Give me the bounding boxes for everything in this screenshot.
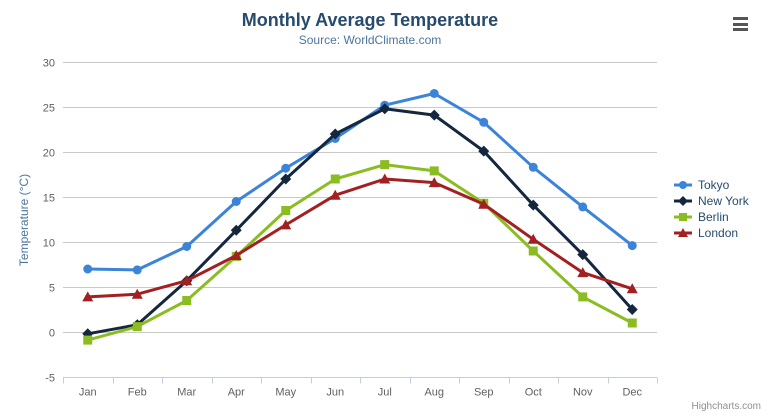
data-point[interactable] — [281, 206, 291, 215]
series-tokyo — [83, 89, 637, 275]
x-axis-label: Jan — [79, 387, 97, 399]
data-point[interactable] — [230, 250, 242, 260]
data-point[interactable] — [182, 296, 192, 305]
data-point[interactable] — [132, 322, 142, 332]
x-axis-label: Feb — [128, 387, 147, 399]
data-point[interactable] — [379, 173, 391, 184]
svg-text:0: 0 — [49, 328, 55, 340]
svg-text:10: 10 — [43, 238, 55, 250]
data-point[interactable] — [83, 335, 93, 345]
svg-text:20: 20 — [43, 148, 55, 160]
x-axis-label: Apr — [228, 387, 245, 399]
svg-text:-5: -5 — [45, 373, 55, 385]
x-axis-label: Nov — [573, 387, 593, 399]
data-point[interactable] — [428, 177, 440, 188]
square-marker-icon — [674, 213, 692, 221]
svg-text:15: 15 — [43, 193, 55, 205]
data-point[interactable] — [380, 160, 390, 170]
data-point[interactable] — [577, 267, 589, 278]
x-axis-label: Jul — [378, 387, 392, 399]
data-point[interactable] — [627, 241, 637, 251]
svg-text:30: 30 — [43, 58, 55, 70]
data-point[interactable] — [528, 246, 538, 256]
series-london — [82, 173, 638, 302]
data-point[interactable] — [429, 166, 439, 176]
series-berlin — [83, 160, 637, 345]
y-axis-labels: -5 0 5 10 15 20 25 30 — [43, 58, 55, 385]
legend-item-london[interactable]: London — [673, 225, 749, 241]
data-point[interactable] — [478, 198, 490, 209]
data-point[interactable] — [131, 288, 143, 299]
data-point[interactable] — [230, 224, 242, 236]
data-point[interactable] — [626, 283, 638, 294]
data-point[interactable] — [281, 163, 291, 173]
data-point[interactable] — [329, 189, 341, 200]
data-point[interactable] — [329, 128, 341, 140]
x-axis-label: Mar — [177, 387, 196, 399]
data-point[interactable] — [182, 242, 192, 251]
data-point[interactable] — [280, 173, 292, 185]
series-line — [86, 107, 634, 336]
data-point[interactable] — [82, 291, 94, 302]
y-axis-title: Temperature (°C) — [17, 173, 31, 267]
legend-label: New York — [698, 194, 749, 208]
legend-item-new-york[interactable]: New York — [673, 193, 749, 209]
data-point[interactable] — [132, 265, 142, 275]
data-point[interactable] — [527, 199, 539, 211]
data-point[interactable] — [627, 318, 637, 328]
data-point[interactable] — [578, 292, 588, 302]
data-point[interactable] — [626, 304, 638, 315]
triangle-marker-icon — [674, 228, 692, 237]
x-axis-label: Dec — [622, 387, 642, 399]
series-line — [86, 177, 634, 299]
svg-text:5: 5 — [49, 283, 55, 295]
chart-subtitle: Source: WorldClimate.com — [298, 33, 442, 47]
legend-label: Berlin — [698, 210, 729, 224]
series-line — [86, 163, 634, 342]
data-point[interactable] — [280, 219, 292, 230]
legend: Tokyo New York Berlin London — [673, 177, 749, 241]
highcharts-credit[interactable]: Highcharts.com — [691, 401, 761, 412]
data-point[interactable] — [578, 202, 588, 212]
data-point[interactable] — [479, 117, 489, 127]
data-point[interactable] — [181, 275, 193, 286]
legend-item-tokyo[interactable]: Tokyo — [673, 177, 749, 193]
data-point[interactable] — [379, 103, 391, 115]
x-axis-label: Aug — [424, 387, 444, 399]
data-point[interactable] — [577, 249, 589, 261]
diamond-marker-icon — [674, 196, 692, 206]
data-point[interactable] — [428, 109, 440, 121]
x-axis: Jan Feb Mar Apr May Jun Jul Aug Sep Oct Nov Dec — [63, 377, 658, 399]
legend-label: London — [698, 226, 739, 240]
data-point[interactable] — [478, 145, 490, 157]
data-point[interactable] — [330, 174, 340, 184]
circle-marker-icon — [674, 181, 692, 189]
x-axis-label: Jun — [326, 387, 344, 399]
x-axis-label: Sep — [474, 387, 494, 399]
data-point[interactable] — [527, 233, 539, 244]
x-axis-label: May — [275, 387, 296, 399]
hamburger-icon — [733, 17, 748, 20]
data-point[interactable] — [83, 264, 93, 274]
data-point[interactable] — [231, 197, 241, 206]
data-point[interactable] — [528, 162, 538, 172]
export-menu-button[interactable] — [733, 17, 749, 31]
gridlines — [63, 62, 657, 378]
data-point[interactable] — [429, 89, 439, 98]
series-new-york — [82, 103, 638, 340]
chart-title: Monthly Average Temperature — [241, 10, 499, 30]
svg-text:25: 25 — [43, 103, 55, 115]
legend-label: Tokyo — [698, 178, 730, 192]
x-axis-label: Oct — [525, 387, 542, 399]
legend-item-berlin[interactable]: Berlin — [673, 209, 749, 225]
